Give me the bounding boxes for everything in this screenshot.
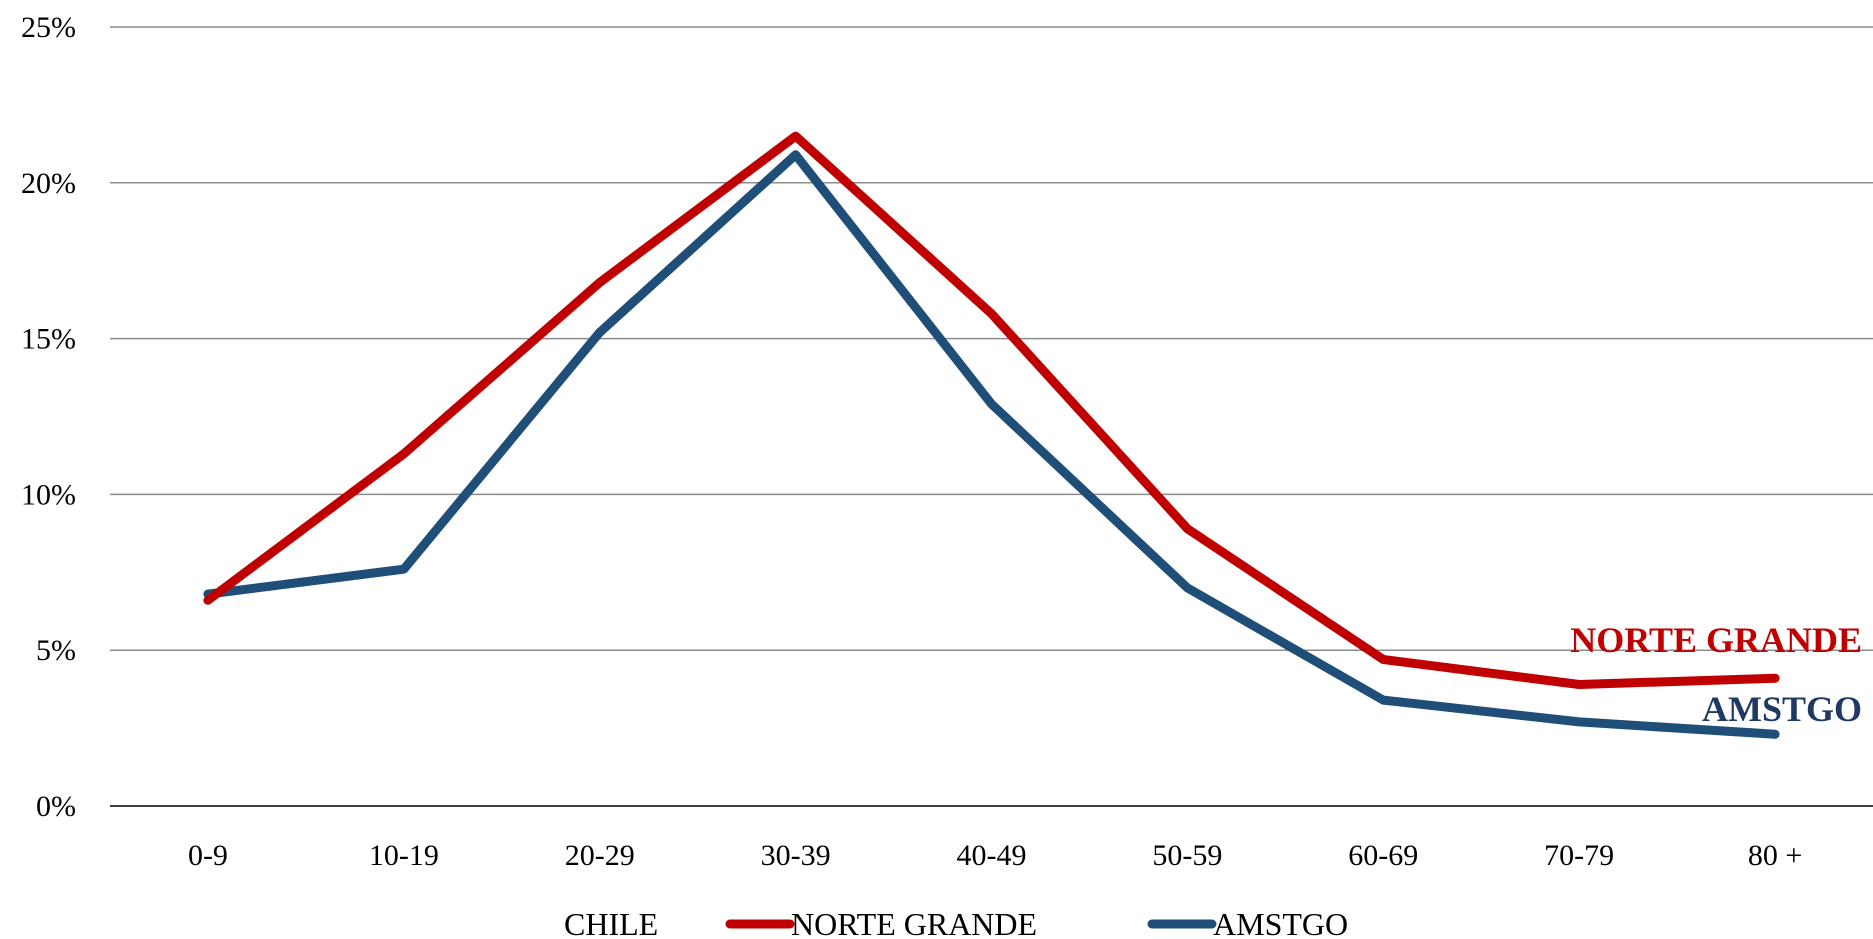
y-tick-label: 15% (21, 323, 76, 356)
x-tick-label: 70-79 (1544, 839, 1614, 872)
x-tick-label: 60-69 (1348, 839, 1418, 872)
y-axis-tick-labels: 0% 5% 10% 15% 20% 25% (21, 11, 76, 823)
legend-label-amstgo: AMSTGO (1213, 906, 1348, 939)
y-tick-label: 10% (21, 478, 76, 511)
x-tick-label: 10-19 (369, 839, 439, 872)
y-tick-label: 20% (21, 167, 76, 200)
x-tick-label: 50-59 (1152, 839, 1222, 872)
x-tick-label: 0-9 (188, 839, 228, 872)
x-axis-tick-labels: 0-9 10-19 20-29 30-39 40-49 50-59 60-69 70-79 80… (188, 839, 1802, 872)
gridlines (110, 26, 1873, 807)
legend-label-norte-grande: NORTE GRANDE (791, 906, 1037, 939)
series-lines (203, 131, 1780, 739)
legend: CHILE NORTE GRANDE AMSTGO (564, 906, 1348, 939)
y-tick-label: 5% (36, 634, 76, 667)
legend-title: CHILE (564, 906, 658, 939)
end-label-norte-grande: NORTE GRANDE (1570, 620, 1862, 660)
y-tick-label: 0% (36, 790, 76, 823)
x-tick-label: 40-49 (957, 839, 1027, 872)
series-line-amstgo (203, 150, 1780, 739)
y-tick-label: 25% (21, 11, 76, 44)
x-tick-label: 30-39 (761, 839, 831, 872)
series-line-norte-grande (203, 131, 1780, 689)
x-tick-label: 80 + (1748, 839, 1802, 872)
x-tick-label: 20-29 (565, 839, 635, 872)
end-label-amstgo: AMSTGO (1702, 689, 1862, 729)
